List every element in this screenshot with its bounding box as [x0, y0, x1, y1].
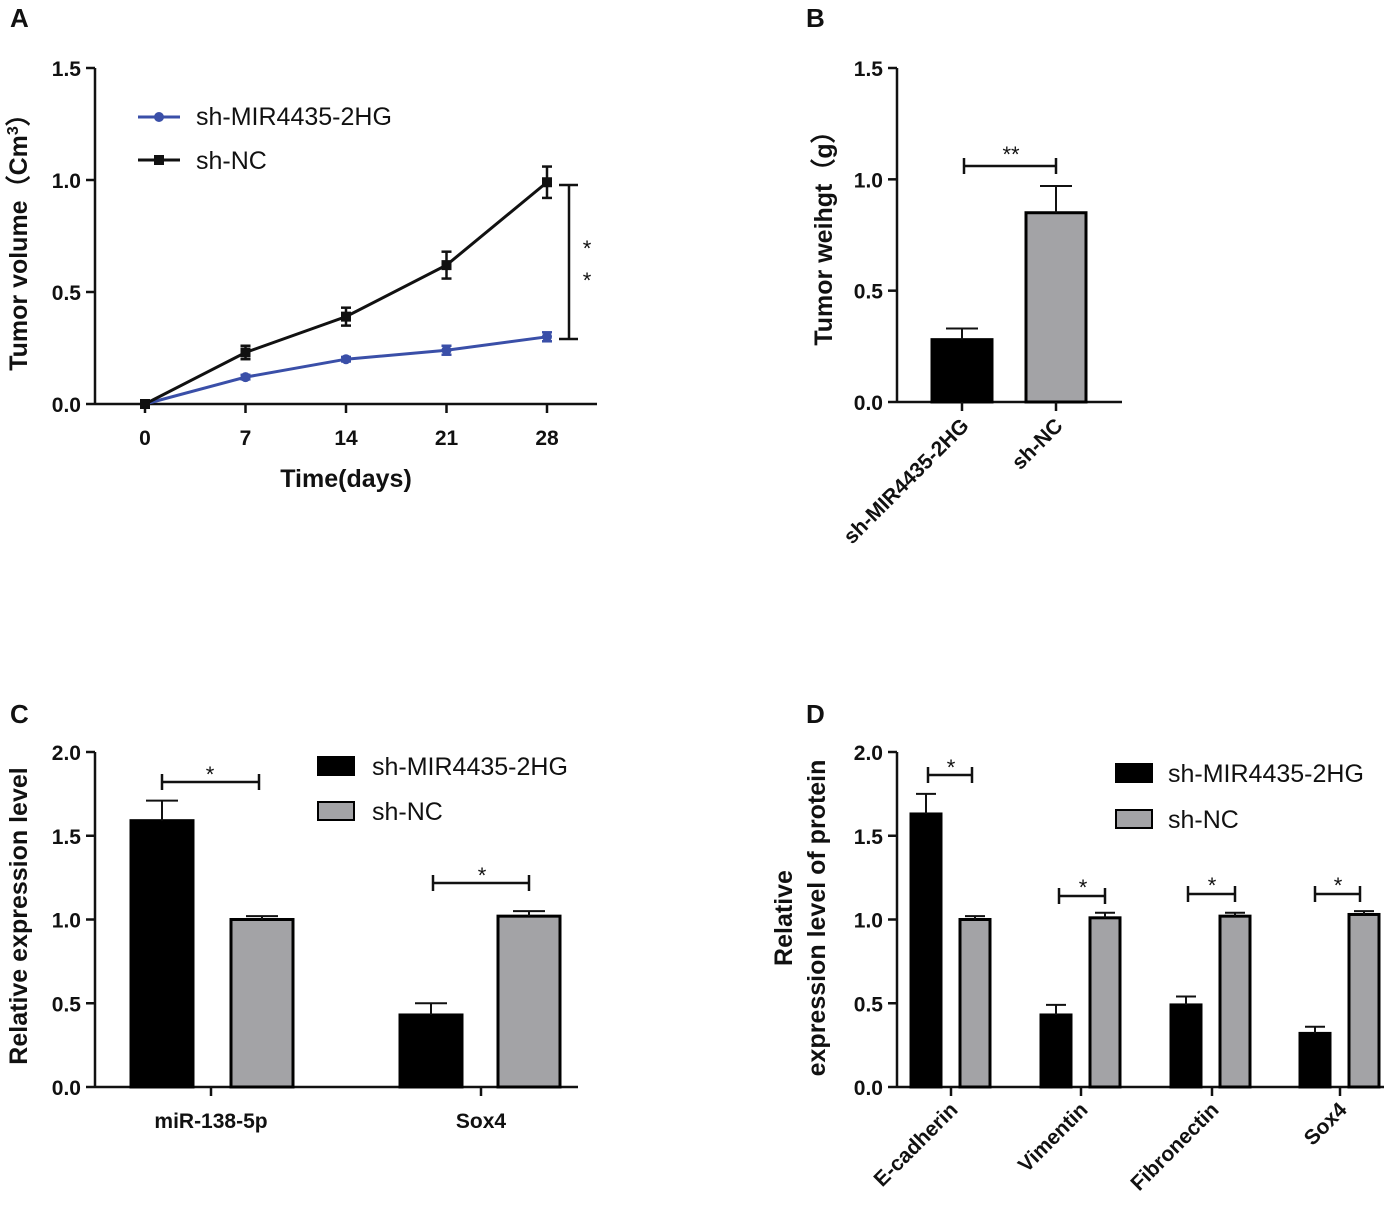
chart-d-bar-0-1: [1039, 1013, 1073, 1089]
chart-a-point-1-0: [140, 399, 150, 409]
chart-d-significance-1: *: [1079, 875, 1088, 900]
chart-d-y-tick-label-4: 2.0: [854, 742, 883, 765]
chart-a-x-tick-label-2: 14: [334, 427, 358, 450]
chart-d-bar-0-0: [909, 812, 943, 1089]
chart-a-significance-star-0: *: [583, 236, 592, 261]
chart-a-series-line-1: [144, 181, 548, 406]
chart-c-legend-swatch-0: [317, 756, 355, 776]
chart-c-legend-label-0: sh-MIR4435-2HG: [372, 753, 568, 781]
panel-letter-d: D: [806, 699, 825, 729]
chart-a-xlabel: Time(days): [280, 465, 412, 493]
chart-d-bar-0-2: [1169, 1003, 1203, 1089]
chart-a-significance-star-1: *: [583, 268, 592, 293]
chart-d-bar-1-0: [958, 918, 992, 1089]
chart-c-y-tick-label-2: 1.0: [52, 910, 81, 933]
chart-d-y-tick-label-1: 0.5: [854, 993, 884, 1016]
chart-c-y-tick-label-0: 0.0: [52, 1077, 81, 1100]
panel-letter-c: C: [10, 699, 29, 729]
chart-a-x-tick-label-4: 28: [535, 427, 559, 450]
chart-a-y-tick-label-1: 0.5: [52, 282, 82, 305]
chart-b-y-tick-label-2: 1.0: [854, 169, 883, 192]
chart-a-point-0-3: [441, 345, 452, 356]
chart-c-y-tick-label-3: 1.5: [52, 826, 82, 849]
chart-a-y-tick-label-3: 1.5: [52, 58, 82, 81]
chart-c-x-tick-label-1: Sox4: [456, 1110, 507, 1133]
chart-c-legend-label-1: sh-NC: [372, 798, 443, 826]
chart-a-y-tick-label-0: 0.0: [52, 394, 81, 417]
chart-a-series-line-0: [144, 335, 548, 406]
chart-c-bar-0-1: [398, 1013, 464, 1089]
chart-b-x-tick-label-1: sh-NC: [1008, 414, 1068, 474]
chart-d-significance-3: *: [1334, 873, 1343, 898]
chart-a-point-0-1: [240, 372, 251, 383]
chart-c-bar-1-0: [229, 918, 295, 1089]
chart-d-legend-label-0: sh-MIR4435-2HG: [1168, 760, 1364, 788]
chart-c-y-tick-label-1: 0.5: [52, 993, 82, 1016]
chart-c-bar-0-0: [129, 819, 195, 1089]
chart-d-significance-0: *: [947, 755, 956, 780]
chart-a-point-1-1: [240, 347, 251, 358]
panel-letter-b: B: [806, 3, 825, 33]
chart-b-bar-0: [930, 338, 994, 404]
chart-c-y-tick-label-4: 2.0: [52, 742, 81, 765]
chart-c-legend-swatch-1: [317, 801, 355, 821]
chart-d-legend-swatch-1: [1115, 809, 1153, 829]
chart-a-x-tick-label-1: 7: [240, 427, 252, 450]
chart-d-ylabel-line2: expression level of protein: [803, 760, 831, 1077]
chart-a-point-1-2: [341, 311, 351, 322]
chart-a-legend-marker-1: [154, 155, 164, 165]
chart-a-point-1-4: [542, 177, 552, 188]
chart-b-y-tick-label-1: 0.5: [854, 281, 884, 304]
chart-a-point-0-4: [542, 331, 552, 342]
chart-b-y-tick-label-3: 1.5: [854, 58, 884, 81]
chart-d-bar-1-2: [1218, 914, 1252, 1089]
chart-a-x-tick-label-0: 0: [139, 427, 151, 450]
chart-b-ylabel: Tumor weihgt（g）: [809, 118, 838, 345]
chart-a-point-0-2: [341, 354, 351, 365]
chart-d-x-tick-label-1: Vimentin: [1014, 1098, 1093, 1177]
chart-d-y-tick-label-2: 1.0: [854, 910, 883, 933]
chart-a-ylabel: Tumor volume（Cm3）: [4, 101, 33, 371]
chart-d-y-tick-label-0: 0.0: [854, 1077, 883, 1100]
chart-a-legend-marker-0: [154, 112, 164, 122]
chart-d-y-tick-label-3: 1.5: [854, 826, 884, 849]
chart-d-x-tick-label-0: E-cadherin: [870, 1098, 963, 1191]
chart-c-x-tick-label-0: miR-138-5p: [154, 1110, 267, 1133]
chart-a-y-tick-label-2: 1.0: [52, 170, 81, 193]
chart-c-bar-1-1: [496, 914, 562, 1089]
chart-c-ylabel: Relative expression level: [5, 767, 33, 1064]
chart-d-x-tick-label-3: Sox4: [1300, 1098, 1352, 1150]
chart-d-legend-label-1: sh-NC: [1168, 806, 1239, 834]
chart-b-x-tick-label-0: sh-MIR4435-2HG: [839, 414, 973, 548]
chart-b-bar-1: [1024, 211, 1088, 404]
chart-b-significance: **: [1002, 142, 1020, 167]
chart-a-legend-label-0: sh-MIR4435-2HG: [196, 103, 392, 131]
chart-a-point-1-3: [441, 260, 452, 271]
chart-d-legend-swatch-0: [1115, 763, 1153, 783]
chart-d-bar-1-1: [1088, 916, 1122, 1089]
chart-a-x-tick-label-3: 21: [435, 427, 459, 450]
chart-marks: 0.0 0.5 1.0 1.5 0 7 14 21 28 0.0 0.5 1.0 1.5 sh-MIR44…: [52, 58, 1384, 1195]
chart-d-bar-1-3: [1347, 912, 1381, 1089]
chart-c-significance-1: *: [478, 863, 487, 888]
chart-d-ylabel-line1: Relative: [770, 870, 798, 966]
chart-d-bar-0-3: [1298, 1031, 1332, 1089]
chart-a-legend-label-1: sh-NC: [196, 147, 267, 175]
panel-letter-a: A: [10, 3, 29, 33]
chart-a-ylabel-superscript: 3: [5, 126, 22, 135]
chart-b-y-tick-label-0: 0.0: [854, 392, 883, 415]
chart-d-significance-2: *: [1208, 873, 1217, 898]
chart-c-significance-0: *: [206, 762, 215, 787]
chart-d-x-tick-label-2: Fibronectin: [1126, 1098, 1223, 1195]
